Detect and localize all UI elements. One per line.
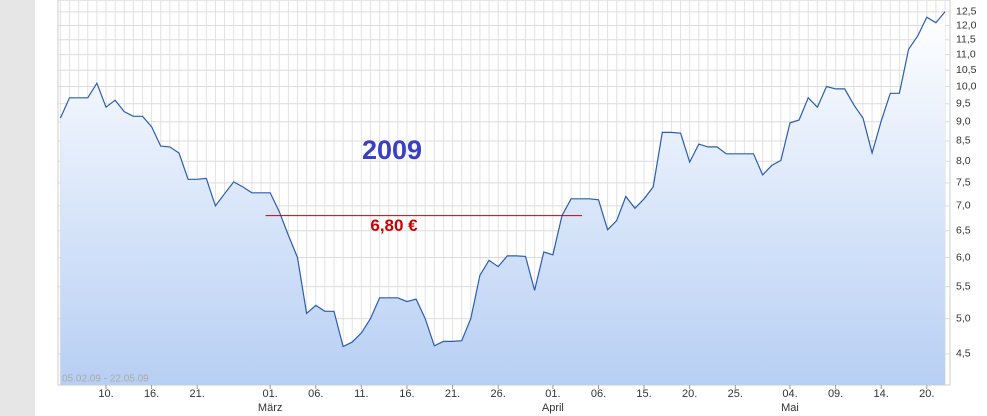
x-tick-label: 16. [399, 388, 414, 400]
x-tick-label: 15. [636, 388, 651, 400]
date-range: 05.02.09 - 22.05.09 [62, 374, 149, 385]
x-tick-label: 16. [144, 388, 159, 400]
x-month-label: April [542, 402, 564, 414]
y-tick-label: 7,0 [956, 200, 971, 212]
x-tick-label: 06. [308, 388, 323, 400]
x-tick-label: 26. [491, 388, 506, 400]
y-tick-label: 9,0 [956, 116, 971, 128]
y-tick-label: 10,0 [956, 80, 977, 92]
x-tick-label: 10. [98, 388, 113, 400]
x-tick-label: 14. [874, 388, 889, 400]
y-tick-label: 9,5 [956, 97, 971, 109]
x-tick-label: 04. [782, 388, 797, 400]
y-tick-label: 11,0 [956, 48, 976, 60]
side-strip [0, 0, 35, 416]
y-tick-label: 8,0 [956, 155, 971, 167]
chart-title: 2009 [362, 135, 422, 165]
line [59, 11, 946, 348]
y-tick-label: 10,5 [956, 64, 977, 76]
x-tick-label: 01. [545, 388, 560, 400]
x-tick-label: 21. [190, 388, 205, 400]
y-tick-label: 6,5 [956, 225, 971, 237]
y-tick-label: 11,5 [956, 34, 976, 46]
x-tick-label: 11. [354, 388, 368, 400]
x-tick-label: 20. [919, 388, 934, 400]
y-tick-label: 5,5 [956, 280, 971, 292]
x-month-label: März [258, 402, 282, 414]
area [60, 11, 946, 386]
x-tick-label: 01. [263, 388, 278, 400]
reference-label: 6,80 € [370, 216, 418, 235]
y-tick-label: 12,0 [956, 19, 977, 31]
x-tick-label: 25. [728, 388, 743, 400]
x-tick-label: 06. [591, 388, 606, 400]
x-month-label: Mai [781, 402, 799, 414]
y-tick-label: 12,5 [956, 6, 977, 18]
y-tick-label: 4,5 [956, 348, 971, 360]
x-tick-label: 09. [828, 388, 843, 400]
y-tick-label: 6,0 [956, 251, 971, 263]
y-tick-label: 5,0 [956, 312, 971, 324]
x-tick-label: 21. [445, 388, 460, 400]
y-tick-label: 8,5 [956, 135, 971, 147]
x-tick-label: 20. [682, 388, 697, 400]
y-tick-label: 7,5 [956, 177, 971, 189]
